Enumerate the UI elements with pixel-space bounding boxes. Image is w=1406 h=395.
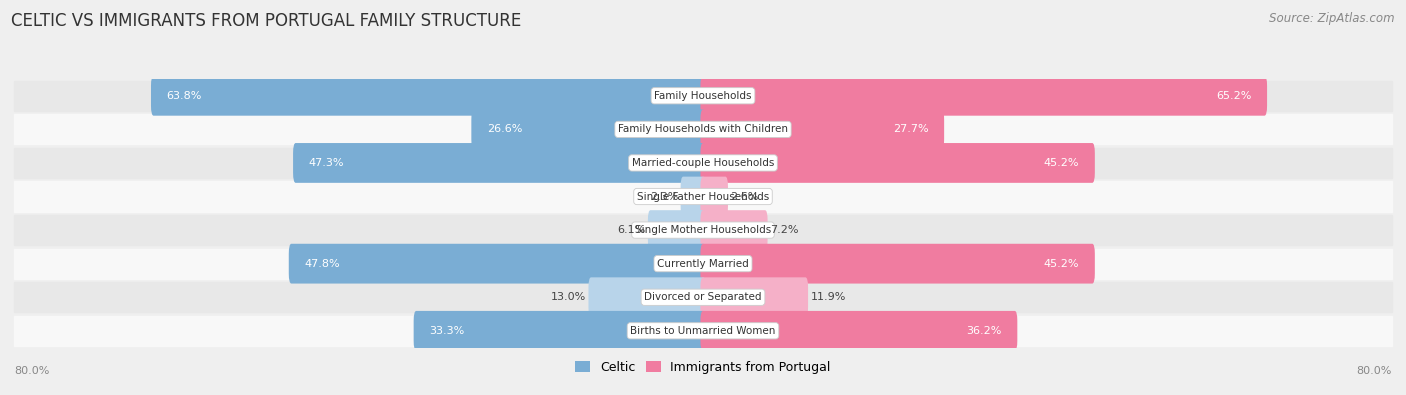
Text: 2.6%: 2.6% — [731, 192, 759, 201]
Text: 47.3%: 47.3% — [308, 158, 344, 168]
FancyBboxPatch shape — [471, 109, 706, 149]
FancyBboxPatch shape — [700, 311, 1018, 351]
Bar — [14, 114, 1392, 145]
Text: 33.3%: 33.3% — [429, 326, 464, 336]
Text: 26.6%: 26.6% — [486, 124, 522, 134]
FancyBboxPatch shape — [700, 109, 945, 149]
FancyBboxPatch shape — [700, 76, 1267, 116]
Text: 7.2%: 7.2% — [770, 225, 799, 235]
Text: CELTIC VS IMMIGRANTS FROM PORTUGAL FAMILY STRUCTURE: CELTIC VS IMMIGRANTS FROM PORTUGAL FAMIL… — [11, 12, 522, 30]
Bar — [14, 148, 1392, 178]
FancyBboxPatch shape — [681, 177, 706, 216]
Bar — [14, 215, 1392, 245]
Text: Married-couple Households: Married-couple Households — [631, 158, 775, 168]
Text: 13.0%: 13.0% — [551, 292, 586, 302]
Text: Family Households: Family Households — [654, 91, 752, 101]
FancyBboxPatch shape — [292, 143, 706, 183]
Text: 45.2%: 45.2% — [1043, 158, 1080, 168]
Text: Family Households with Children: Family Households with Children — [619, 124, 787, 134]
FancyBboxPatch shape — [700, 210, 768, 250]
Text: Single Father Households: Single Father Households — [637, 192, 769, 201]
FancyBboxPatch shape — [413, 311, 706, 351]
Text: 2.3%: 2.3% — [650, 192, 678, 201]
Text: 80.0%: 80.0% — [1357, 366, 1392, 376]
Bar — [14, 181, 1392, 212]
FancyBboxPatch shape — [700, 177, 728, 216]
Text: 6.1%: 6.1% — [617, 225, 645, 235]
Bar — [14, 282, 1392, 312]
FancyBboxPatch shape — [700, 277, 808, 317]
Text: Single Mother Households: Single Mother Households — [636, 225, 770, 235]
Text: 36.2%: 36.2% — [966, 326, 1002, 336]
FancyBboxPatch shape — [648, 210, 706, 250]
Text: 47.8%: 47.8% — [304, 259, 340, 269]
Text: Births to Unmarried Women: Births to Unmarried Women — [630, 326, 776, 336]
Text: Currently Married: Currently Married — [657, 259, 749, 269]
Bar — [14, 81, 1392, 111]
Text: 65.2%: 65.2% — [1216, 91, 1251, 101]
FancyBboxPatch shape — [288, 244, 706, 284]
Bar — [14, 316, 1392, 346]
Text: Divorced or Separated: Divorced or Separated — [644, 292, 762, 302]
FancyBboxPatch shape — [700, 143, 1095, 183]
Bar — [14, 248, 1392, 279]
FancyBboxPatch shape — [589, 277, 706, 317]
Text: 80.0%: 80.0% — [14, 366, 49, 376]
FancyBboxPatch shape — [700, 244, 1095, 284]
Text: 27.7%: 27.7% — [893, 124, 928, 134]
Legend: Celtic, Immigrants from Portugal: Celtic, Immigrants from Portugal — [569, 356, 837, 379]
Text: Source: ZipAtlas.com: Source: ZipAtlas.com — [1270, 12, 1395, 25]
Text: 45.2%: 45.2% — [1043, 259, 1080, 269]
Text: 63.8%: 63.8% — [166, 91, 202, 101]
Text: 11.9%: 11.9% — [811, 292, 846, 302]
FancyBboxPatch shape — [150, 76, 706, 116]
